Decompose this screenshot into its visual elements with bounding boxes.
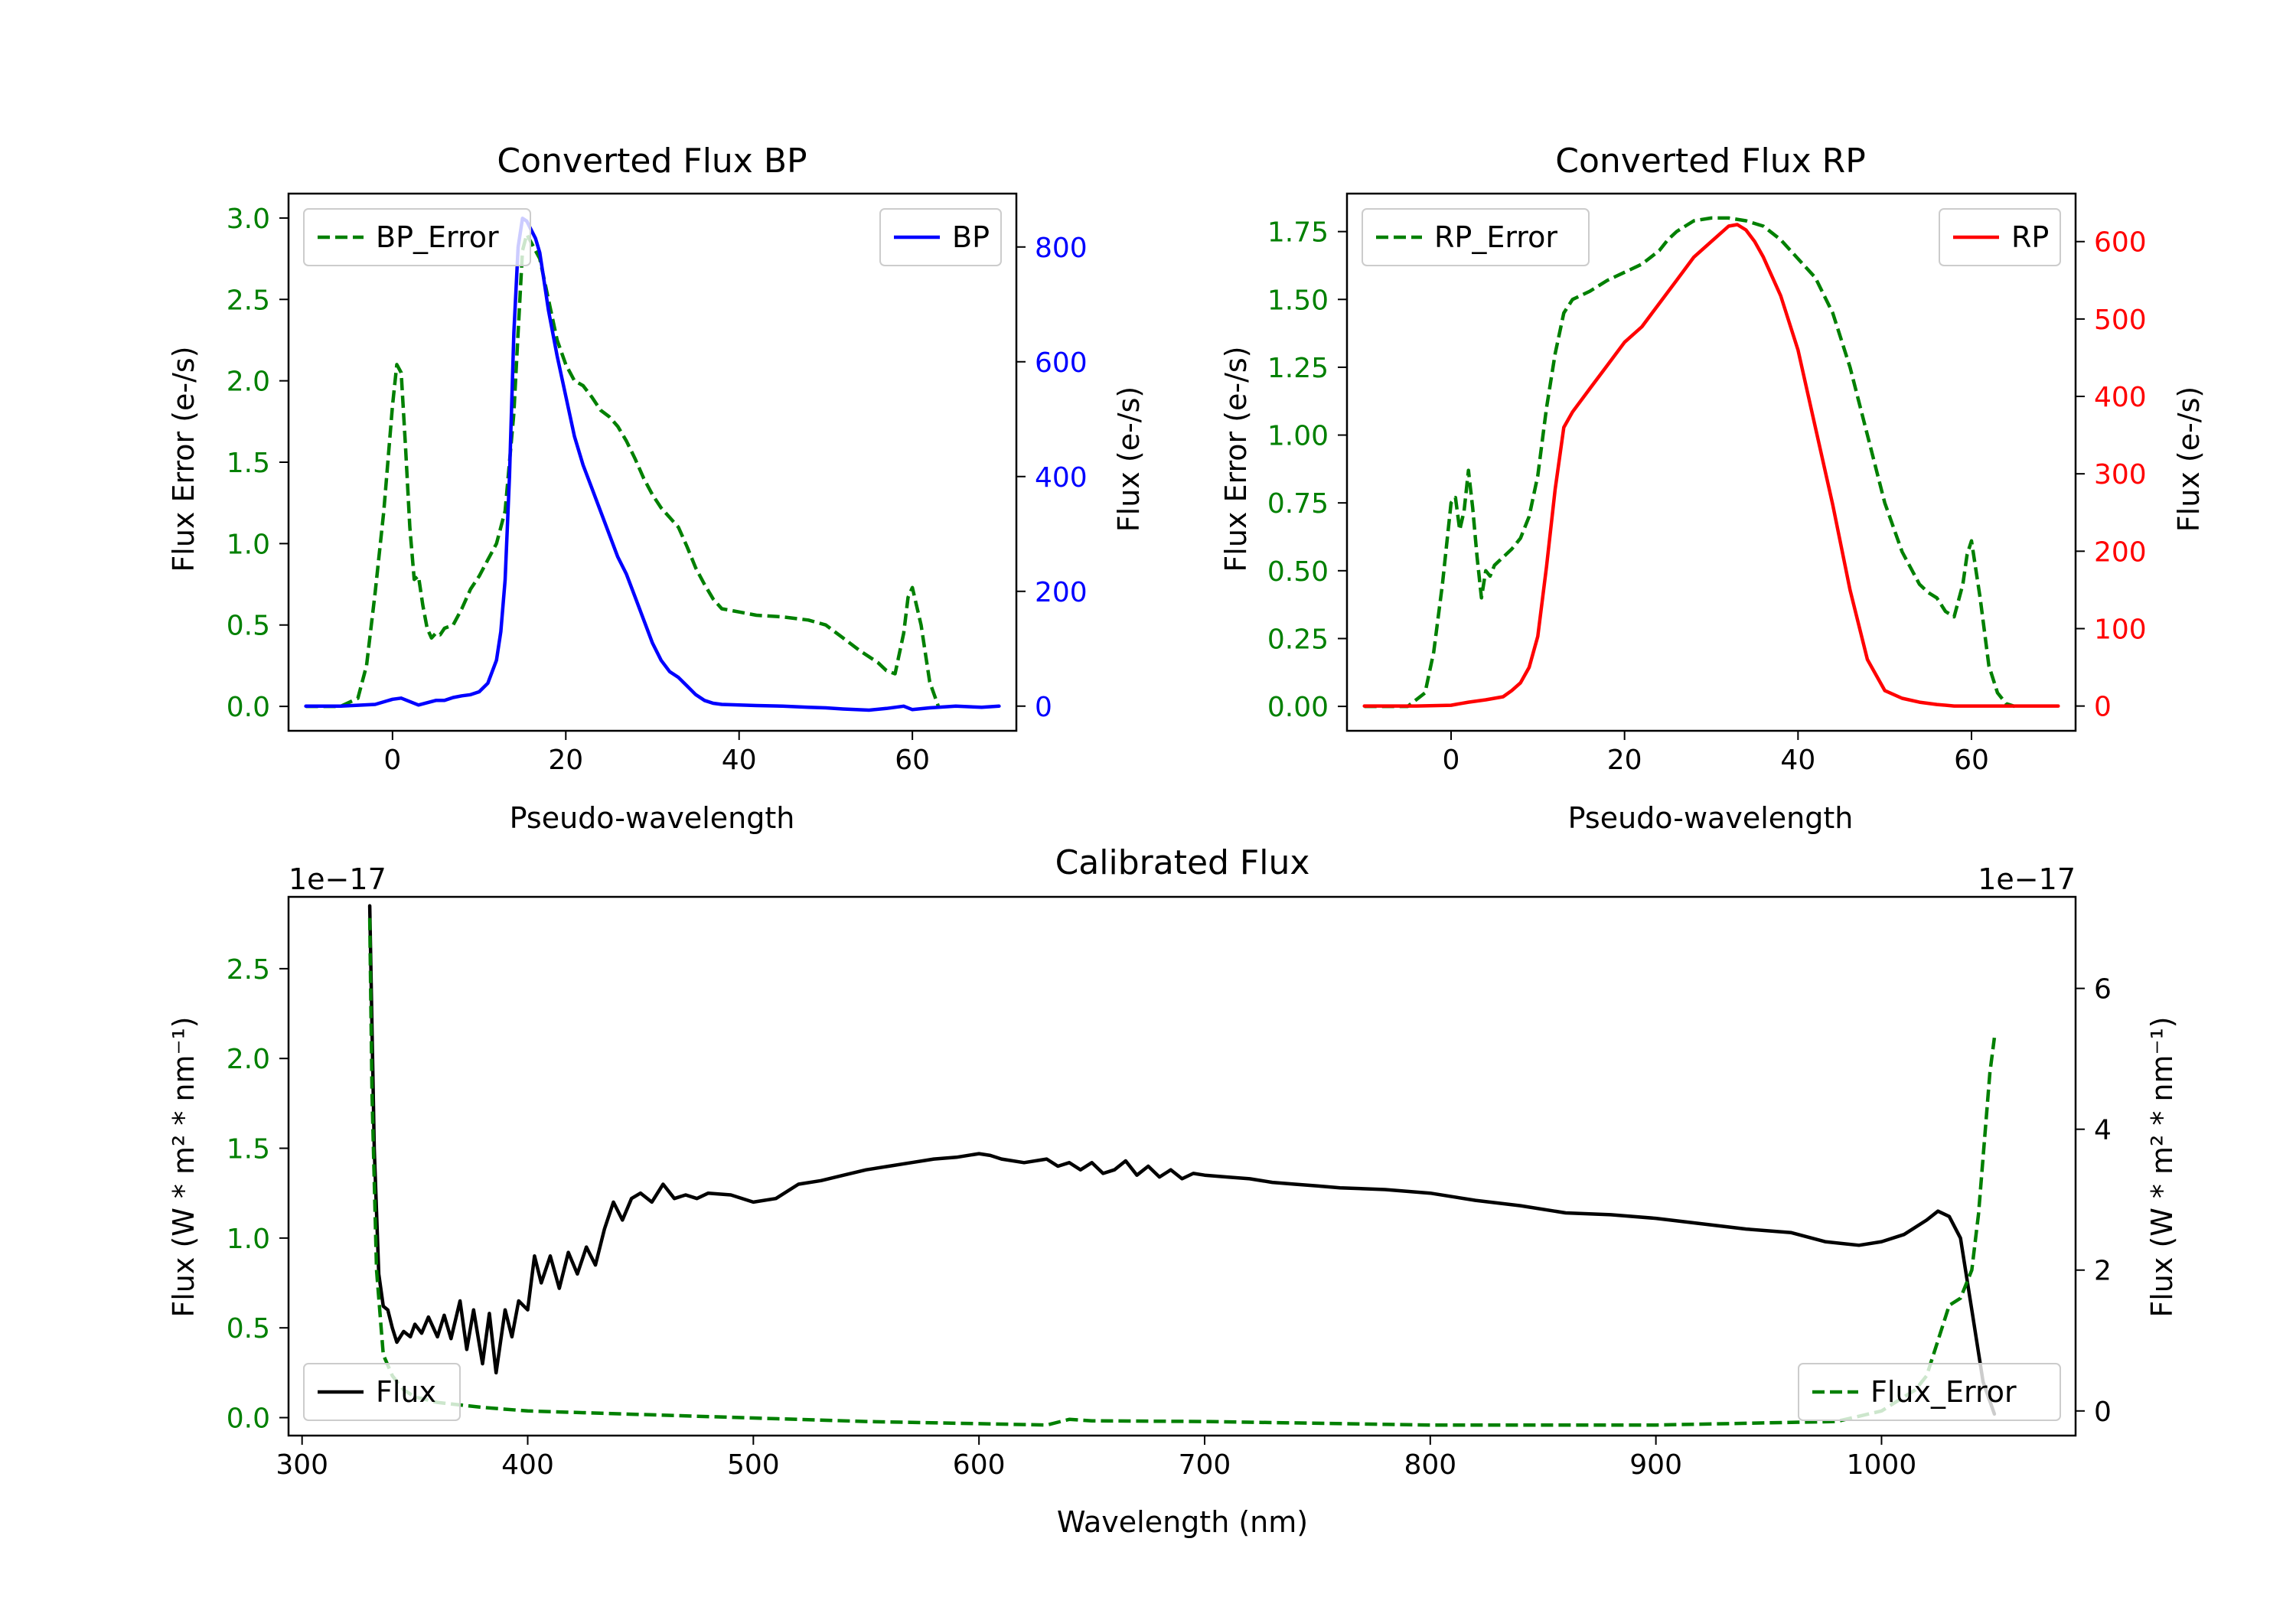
cal-right-y-tick-label: 4	[2094, 1115, 2112, 1146]
cal-right-y-tick-label: 6	[2094, 974, 2112, 1006]
cal-left-y-tick-label: 1.0	[227, 1224, 270, 1255]
bp-left-y-tick-label: 1.0	[227, 529, 270, 560]
bp-x-tick-label: 60	[895, 745, 930, 776]
rp-right-y-tick-label: 300	[2094, 459, 2147, 491]
cal-title: Calibrated Flux	[1055, 843, 1310, 882]
cal-x-tick-label: 700	[1179, 1449, 1231, 1481]
bp-right-y-tick-label: 400	[1035, 462, 1088, 494]
bp-right-y-tick-label: 0	[1035, 692, 1052, 723]
rp-left-y-tick-label: 0.00	[1267, 692, 1329, 723]
cal-right-offset-text: 1e−17	[1978, 862, 2076, 896]
bp-x-tick-label: 40	[722, 745, 757, 776]
bp-right-y-tick-label: 800	[1035, 233, 1088, 264]
cal-x-tick-label: 300	[276, 1449, 328, 1481]
legend-box	[303, 1363, 461, 1421]
cal-x-tick-label: 500	[727, 1449, 780, 1481]
cal-left-offset-text: 1e−17	[289, 862, 386, 896]
bp-x-tick-label: 20	[548, 745, 583, 776]
legend-box	[1798, 1363, 2061, 1421]
cal-left-axis-label: Flux (W * m² * nm⁻¹)	[167, 1016, 201, 1317]
rp-left-y-tick-label: 0.50	[1267, 556, 1329, 588]
rp-left-axis-label: Flux Error (e-/s)	[1219, 346, 1253, 572]
rp-legend-rp-error: RP_Error	[1362, 208, 1590, 266]
bp-right-y-tick-label: 200	[1035, 577, 1088, 608]
rp-right-y-tick-label: 0	[2094, 692, 2112, 723]
bp-left-y-tick-label: 3.0	[227, 204, 270, 235]
bp-right-axis-label: Flux (e-/s)	[1112, 386, 1146, 532]
rp-right-y-tick-label: 500	[2094, 305, 2147, 336]
rp-x-tick-label: 20	[1607, 745, 1642, 776]
cal-x-tick-label: 1000	[1847, 1449, 1917, 1481]
calibrated-subplot: Calibrated Flux Wavelength (nm) Flux (W …	[167, 843, 2179, 1539]
cal-left-y-tick-label: 1.5	[227, 1134, 270, 1165]
cal-axes-frame	[287, 895, 2077, 1437]
rp-x-tick-label: 60	[1954, 745, 1989, 776]
rp-right-axis-label: Flux (e-/s)	[2172, 386, 2206, 532]
rp-left-y-tick-label: 0.75	[1267, 488, 1329, 520]
bp-subplot: Converted Flux BP Pseudo-wavelength Flux…	[167, 142, 1146, 835]
bp-left-y-tick-label: 0.5	[227, 611, 270, 642]
rp-left-y-tick-label: 1.50	[1267, 285, 1329, 316]
cal-legend-flux-error: Flux_Error	[1798, 1363, 2061, 1421]
legend-box	[303, 208, 531, 266]
bp-title: Converted Flux BP	[497, 142, 807, 181]
cal-left-y-tick-label: 0.0	[227, 1403, 270, 1435]
cal-series-flux	[367, 904, 1997, 1416]
rp-subplot: Converted Flux RP Pseudo-wavelength Flux…	[1219, 142, 2206, 835]
cal-left-y-tick-label: 2.5	[227, 954, 270, 986]
cal-x-tick-label: 800	[1404, 1449, 1456, 1481]
rp-series-rp-error	[1364, 216, 2016, 709]
bp-series-bp-error	[305, 232, 941, 709]
cal-right-y-tick-label: 0	[2094, 1397, 2112, 1428]
rp-title: Converted Flux RP	[1555, 142, 1866, 181]
cal-legend-flux: Flux	[303, 1363, 461, 1421]
rp-left-y-tick-label: 1.75	[1267, 217, 1329, 249]
legend-label: RP_Error	[1434, 220, 1557, 254]
cal-right-axis-label: Flux (W * m² * nm⁻¹)	[2145, 1016, 2179, 1317]
bp-left-y-tick-label: 1.5	[227, 448, 270, 479]
bp-x-axis-label: Pseudo-wavelength	[510, 801, 795, 835]
rp-x-tick-label: 40	[1780, 745, 1815, 776]
bp-left-y-tick-label: 2.0	[227, 367, 270, 398]
cal-right-y-tick-label: 2	[2094, 1256, 2112, 1287]
rp-series-rp	[1362, 223, 2060, 708]
rp-right-y-tick-label: 100	[2094, 614, 2147, 645]
rp-left-y-tick-label: 0.25	[1267, 624, 1329, 655]
rp-x-axis-label: Pseudo-wavelength	[1568, 801, 1854, 835]
bp-left-y-tick-label: 2.5	[227, 285, 270, 316]
legend-label: BP	[952, 220, 990, 254]
legend-label: Flux_Error	[1870, 1375, 2017, 1409]
rp-x-tick-label: 0	[1443, 745, 1460, 776]
rp-right-y-tick-label: 600	[2094, 227, 2147, 259]
bp-series-bp	[304, 217, 1001, 712]
bp-left-y-tick-label: 0.0	[227, 692, 270, 723]
bp-x-tick-label: 0	[383, 745, 401, 776]
rp-left-y-tick-label: 1.00	[1267, 421, 1329, 452]
rp-legend-rp: RP	[1939, 208, 2061, 266]
cal-x-tick-label: 900	[1629, 1449, 1682, 1481]
legend-label: Flux	[376, 1375, 436, 1409]
bp-left-axis-label: Flux Error (e-/s)	[167, 346, 201, 572]
cal-x-tick-label: 600	[953, 1449, 1006, 1481]
rp-right-y-tick-label: 400	[2094, 382, 2147, 413]
cal-left-y-tick-label: 0.5	[227, 1313, 270, 1345]
legend-box	[879, 208, 1002, 266]
legend-box	[1939, 208, 2061, 266]
cal-x-tick-label: 400	[501, 1449, 554, 1481]
bp-right-y-tick-label: 600	[1035, 347, 1088, 379]
bp-legend-bp-error: BP_Error	[303, 208, 531, 266]
cal-left-y-tick-label: 2.0	[227, 1044, 270, 1075]
bp-legend-bp: BP	[879, 208, 1002, 266]
legend-box	[1362, 208, 1590, 266]
legend-label: BP_Error	[376, 220, 499, 254]
rp-left-y-tick-label: 1.25	[1267, 353, 1329, 384]
legend-label: RP	[2011, 220, 2049, 254]
rp-right-y-tick-label: 200	[2094, 536, 2147, 568]
cal-x-axis-label: Wavelength (nm)	[1057, 1505, 1308, 1539]
rp-axes-frame	[1345, 192, 2077, 732]
